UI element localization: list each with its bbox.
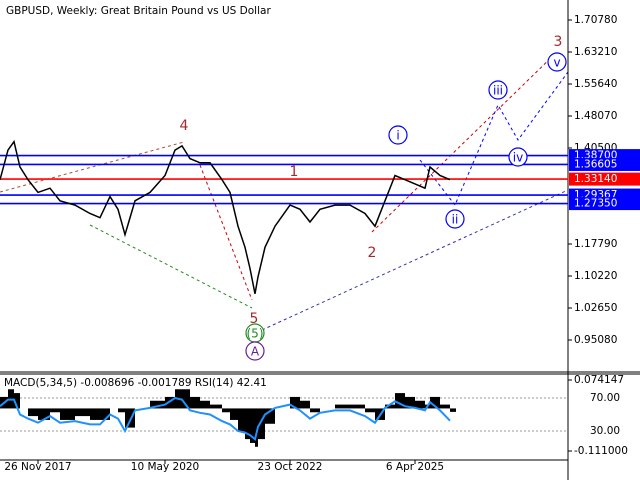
x-tick-label: 23 Oct 2022	[258, 461, 323, 473]
histogram-bar	[300, 400, 310, 409]
wave-label: 2	[368, 245, 377, 261]
wave-label: v	[553, 56, 560, 70]
histogram-bar	[335, 404, 350, 409]
y-tick-label: 1.55640	[574, 78, 617, 90]
histogram-bar	[430, 396, 440, 409]
y2-tick-label: 70.00	[590, 392, 620, 404]
wave-label: ii	[452, 213, 459, 227]
dashed-line	[89, 224, 253, 309]
wave-label: 3	[554, 34, 563, 50]
histogram-bar	[385, 404, 395, 409]
level-label: 1.36605	[574, 158, 617, 170]
y2-tick-label: 30.00	[590, 425, 620, 437]
histogram-bar	[182, 389, 190, 409]
histogram-bar	[450, 408, 456, 412]
wave-lines	[0, 51, 569, 331]
wave-label: A	[251, 345, 260, 359]
histogram-bar	[258, 408, 265, 440]
y-tick-label: 1.10220	[574, 270, 617, 282]
histogram-bar	[222, 408, 230, 413]
x-tick-label: 26 Nov 2017	[4, 461, 71, 473]
histogram-bar	[190, 396, 200, 409]
y-tick-label: 1.70780	[574, 14, 617, 26]
histogram-bar	[14, 393, 20, 409]
histogram-bar	[265, 408, 275, 424]
histogram-bar	[150, 400, 165, 409]
histogram-bar	[118, 408, 125, 413]
y-tick-label: 1.48070	[574, 110, 617, 122]
histogram-bar	[200, 400, 210, 409]
wave-circle	[547, 52, 567, 72]
dashed-line	[199, 164, 253, 301]
level-label-box	[569, 172, 640, 186]
histogram-bar	[28, 408, 38, 417]
dashed-line	[371, 51, 558, 233]
histogram-bar	[310, 408, 320, 413]
histogram-bar	[255, 408, 258, 447]
level-label-box	[569, 157, 640, 171]
y-tick-label: -0.111000	[574, 445, 628, 457]
wave-label: (5)	[247, 327, 264, 341]
histogram-bar	[415, 400, 425, 409]
histogram-bar	[440, 404, 450, 409]
x-tick-label: 10 May 2020	[131, 461, 199, 473]
histogram-bar	[50, 408, 60, 413]
wave-circle	[388, 125, 408, 145]
histogram-bar	[210, 404, 222, 409]
level-label-box	[569, 197, 640, 211]
wave-circle	[508, 147, 528, 167]
histogram-bar	[165, 396, 175, 409]
dashed-line	[261, 189, 569, 331]
level-label: 1.27350	[574, 198, 617, 210]
y-tick-label: 0.95080	[574, 334, 617, 346]
histogram-bar	[230, 408, 238, 420]
histogram-bar	[350, 404, 365, 409]
histogram-bar	[75, 408, 90, 417]
histogram-bar	[38, 408, 50, 420]
histogram-bar	[60, 408, 75, 420]
histogram-bar	[238, 408, 245, 432]
histogram-bar	[90, 408, 100, 420]
wave-circle	[445, 209, 465, 229]
chart-title: GBPUSD, Weekly: Great Britain Pound vs U…	[6, 5, 271, 17]
wave-label: iv	[513, 151, 523, 165]
histogram-bar	[245, 408, 250, 440]
wave-circle	[245, 341, 265, 361]
wave-label: 1	[290, 164, 299, 180]
x-tick-label: 6 Apr 2025	[386, 461, 444, 473]
dashed-line	[419, 71, 569, 206]
histogram-bar	[365, 408, 375, 413]
wave-label: 4	[180, 118, 189, 134]
wave-label: iii	[493, 84, 503, 98]
price-line	[0, 139, 451, 294]
histogram-bar	[100, 408, 110, 420]
indicator-title: MACD(5,34,5) -0.008696 -0.001789 RSI(14)…	[4, 377, 267, 389]
histogram-bar	[405, 396, 415, 409]
y-tick-label: 1.63210	[574, 46, 617, 58]
histogram-bar	[290, 396, 300, 409]
wave-label: 5	[250, 311, 259, 327]
histogram-bar	[125, 408, 135, 428]
histogram-bar	[250, 408, 255, 443]
price-line	[0, 396, 451, 441]
y-tick-label: 1.17790	[574, 238, 617, 250]
wave-circle	[488, 80, 508, 100]
histogram-bar	[395, 393, 405, 409]
level-label: 1.33140	[574, 173, 617, 185]
y-tick-label: 0.074147	[574, 374, 624, 386]
y-tick-label: 1.02650	[574, 302, 617, 314]
wave-label: i	[396, 129, 399, 143]
